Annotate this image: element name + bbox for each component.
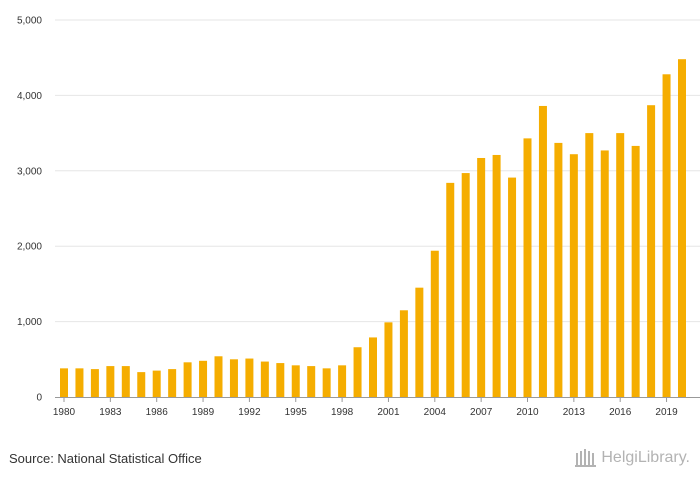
bar-2013[interactable] [569, 154, 578, 397]
bar-2006[interactable] [461, 173, 470, 397]
bar-1997[interactable] [322, 368, 331, 397]
x-tick-label: 2013 [563, 407, 586, 418]
bar-1989[interactable] [199, 360, 208, 397]
bar-2016[interactable] [616, 133, 625, 397]
bar-1998[interactable] [338, 365, 347, 397]
y-tick-label: 5,000 [17, 16, 42, 27]
y-tick-label: 4,000 [17, 91, 42, 102]
source-note: Source: National Statistical Office [9, 451, 202, 466]
bar-1996[interactable] [307, 366, 316, 397]
x-tick-label: 1980 [53, 407, 76, 418]
bar-1983[interactable] [106, 366, 115, 397]
bar-2005[interactable] [446, 182, 455, 397]
bar-2014[interactable] [585, 133, 594, 397]
x-tick-label: 1989 [192, 407, 215, 418]
bar-1994[interactable] [276, 363, 285, 397]
bar-1993[interactable] [260, 361, 269, 397]
x-tick-label: 2004 [424, 407, 447, 418]
bar-2004[interactable] [430, 250, 439, 397]
bar-1987[interactable] [168, 369, 177, 397]
bar-2019[interactable] [662, 74, 671, 398]
bar-2009[interactable] [508, 177, 517, 397]
bar-2010[interactable] [523, 138, 532, 398]
x-axis-ticks: 1980 1983 1986 1989 1992 1995 1998 2001 2004 2007… [53, 397, 678, 418]
x-tick-label: 2019 [655, 407, 678, 418]
bar-2003[interactable] [415, 287, 424, 397]
bar-2001[interactable] [384, 322, 393, 397]
bar-1980[interactable] [60, 368, 68, 397]
bar-2012[interactable] [554, 142, 563, 397]
bar-2008[interactable] [492, 154, 501, 397]
bar-1988[interactable] [183, 362, 192, 397]
x-tick-label: 1998 [331, 407, 354, 418]
bar-1992[interactable] [245, 358, 254, 397]
x-tick-label: 1986 [146, 407, 169, 418]
x-tick-label: 2007 [470, 407, 493, 418]
bar-2007[interactable] [477, 157, 486, 397]
bar-1995[interactable] [291, 365, 300, 397]
bar-2020[interactable] [678, 59, 686, 397]
bar-2000[interactable] [369, 337, 377, 397]
bar-1985[interactable] [137, 372, 146, 397]
x-tick-label: 1992 [238, 407, 261, 418]
bar-2015[interactable] [600, 150, 609, 397]
y-tick-label: 0 [36, 393, 42, 404]
bar-2017[interactable] [631, 145, 640, 397]
bar-2011[interactable] [538, 105, 547, 398]
y-tick-label: 2,000 [17, 242, 42, 253]
bar-1981[interactable] [75, 368, 84, 397]
logo-text: HelgiLibrary. [601, 449, 690, 466]
bar-2002[interactable] [399, 310, 408, 397]
bar-1982[interactable] [90, 369, 99, 397]
x-tick-label: 2001 [377, 407, 400, 418]
library-building-icon [575, 449, 597, 467]
bar-1984[interactable] [121, 366, 130, 397]
x-tick-label: 1995 [285, 407, 308, 418]
x-tick-label: 2010 [516, 407, 539, 418]
x-tick-label: 2016 [609, 407, 632, 418]
y-tick-label: 3,000 [17, 166, 42, 177]
bar-1986[interactable] [152, 370, 161, 397]
helgi-library-logo[interactable]: HelgiLibrary. [575, 449, 690, 467]
bar-2018[interactable] [647, 105, 656, 398]
bar-series [60, 59, 686, 398]
y-axis-ticks: 0 1,000 2,000 3,000 4,000 5,000 [17, 16, 42, 404]
bar-1990[interactable] [214, 356, 223, 397]
y-tick-label: 1,000 [17, 317, 42, 328]
x-tick-label: 1983 [99, 407, 122, 418]
bar-1991[interactable] [229, 359, 238, 397]
bar-1999[interactable] [353, 347, 362, 397]
